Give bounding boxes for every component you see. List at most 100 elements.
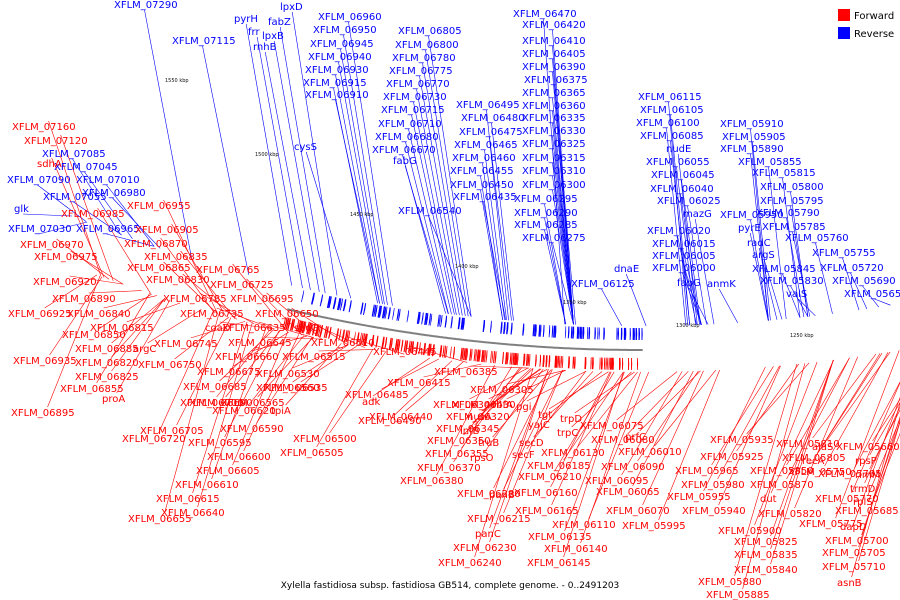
forward-gene-label: XFLM_06650: [255, 309, 319, 320]
forward-gene-label: coaD: [205, 323, 231, 334]
forward-gene-label: XFLM_05810: [776, 439, 840, 450]
reverse-connector: [601, 288, 623, 327]
reverse-gene-arrow: [598, 327, 600, 340]
forward-connector: [872, 398, 900, 442]
forward-connector: [44, 274, 98, 309]
reverse-gene-arrow: [373, 304, 377, 317]
forward-gene-label: XFLM_05835: [734, 550, 798, 561]
reverse-gene-arrow: [587, 327, 589, 340]
forward-gene-arrow: [428, 343, 432, 356]
reverse-gene-label: XFLM_06005: [652, 251, 716, 262]
reverse-gene-label: XFLM_06325: [522, 139, 586, 150]
forward-gene-label: XFLM_06590: [220, 424, 284, 435]
reverse-connector: [419, 75, 463, 316]
forward-gene-arrow: [418, 342, 421, 355]
forward-connector: [550, 371, 611, 488]
forward-gene-label: XFLM_05685: [835, 506, 899, 517]
forward-gene-label: panC: [475, 529, 501, 540]
reverse-gene-label: fabG: [393, 156, 417, 167]
reverse-gene-label: XFLM_06105: [640, 105, 704, 116]
forward-gene-label: XFLM_06745: [154, 339, 218, 350]
forward-gene-label: XFLM_05995: [622, 521, 686, 532]
reverse-gene-arrow: [582, 326, 585, 339]
reverse-gene-label: XFLM_06295: [514, 194, 578, 205]
forward-gene-label: XFLM_06840: [67, 309, 131, 320]
reverse-gene-label: XFLM_06330: [522, 126, 586, 137]
forward-gene-arrow: [375, 335, 379, 348]
forward-gene-arrow: [481, 350, 484, 362]
reverse-gene-arrow: [510, 322, 513, 335]
forward-gene-arrow: [622, 357, 624, 370]
forward-gene-label: XFLM_06885: [75, 344, 139, 355]
forward-gene-label: XFLM_05940: [682, 506, 746, 517]
forward-connector: [571, 371, 632, 428]
forward-gene-arrow: [335, 328, 339, 341]
forward-connector: [216, 327, 272, 398]
forward-gene-label: XFLM_06560: [256, 383, 320, 394]
forward-gene-arrow: [363, 333, 367, 346]
reverse-gene-arrow: [538, 324, 541, 337]
forward-gene-label: XFLM_06065: [596, 487, 660, 498]
forward-gene-label: nusA: [467, 412, 492, 423]
reverse-gene-arrow: [338, 298, 342, 311]
forward-gene-label: XFLM_06430: [452, 400, 516, 411]
forward-gene-arrow: [534, 354, 537, 367]
reverse-connector: [480, 175, 503, 320]
legend: Forward Reverse: [838, 9, 894, 40]
forward-gene-arrow: [390, 338, 393, 351]
forward-gene-label: XFLM_06975: [34, 252, 98, 263]
reverse-connector: [38, 221, 88, 235]
reverse-gene-arrow: [635, 328, 638, 340]
reverse-connector: [782, 177, 801, 318]
reverse-gene-label: XFLM_06480: [461, 113, 525, 124]
forward-connector: [711, 366, 774, 466]
forward-gene-arrow: [469, 348, 472, 361]
reverse-gene-arrow: [588, 327, 591, 340]
forward-connector: [251, 335, 307, 352]
reverse-connector: [718, 288, 738, 324]
forward-gene-arrow: [319, 325, 324, 338]
forward-gene-arrow: [314, 324, 319, 337]
forward-gene-arrow: [325, 326, 329, 339]
forward-connector: [180, 250, 236, 319]
forward-gene-label: XFLM_06935: [13, 356, 77, 367]
forward-gene-arrow: [362, 333, 366, 346]
forward-gene-arrow: [359, 332, 362, 345]
reverse-gene-label: XFLM_06025: [657, 196, 721, 207]
reverse-gene-arrow: [381, 306, 386, 319]
reverse-gene-label: XFLM_06455: [450, 166, 514, 177]
forward-gene-label: XFLM_06685: [183, 382, 247, 393]
forward-gene-label: truB: [478, 438, 499, 449]
forward-gene-arrow: [528, 354, 531, 367]
reverse-gene-label: XFLM_05720: [820, 263, 884, 274]
forward-gene-label: tgt: [538, 410, 552, 421]
reverse-gene-label: XFLM_06950: [313, 25, 377, 36]
forward-gene-arrow: [605, 357, 607, 370]
forward-connector: [489, 369, 549, 543]
reverse-gene-label: XFLM_06710: [378, 119, 442, 130]
reverse-gene-label: XFLM_06000: [652, 263, 716, 274]
reverse-connector: [625, 273, 647, 327]
forward-gene-arrow: [381, 336, 385, 349]
reverse-gene-label: XFLM_05760: [785, 233, 849, 244]
forward-gene-label: dapD: [840, 522, 867, 533]
reverse-gene-label: XFLM_06770: [386, 79, 450, 90]
forward-gene-label: XFLM_05825: [734, 537, 798, 548]
forward-connector: [484, 368, 544, 453]
forward-connector: [869, 401, 900, 456]
forward-connector: [854, 381, 900, 469]
forward-connector: [642, 370, 704, 506]
forward-gene-label: secG: [294, 323, 319, 334]
reverse-connector: [682, 248, 702, 325]
forward-gene-arrow: [539, 354, 541, 367]
forward-gene-label: XFLM_06635: [222, 323, 286, 334]
forward-connector: [503, 369, 563, 514]
reverse-connector: [552, 71, 574, 325]
forward-gene-label: XFLM_06440: [369, 412, 433, 423]
reverse-gene-label: XFLM_06410: [522, 36, 586, 47]
reverse-gene-label: XFLM_06315: [522, 153, 586, 164]
forward-gene-arrow: [409, 341, 413, 354]
scale-label: 1350 kbp: [563, 300, 587, 306]
reverse-gene-arrow: [572, 326, 575, 339]
forward-connector: [97, 207, 151, 294]
